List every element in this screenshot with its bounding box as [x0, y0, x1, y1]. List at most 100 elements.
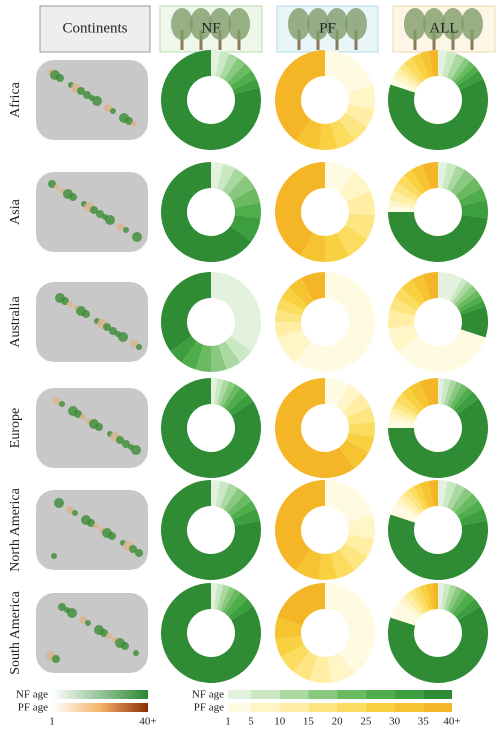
map-forest [110, 108, 116, 114]
legend-tick-label: 1 [225, 716, 231, 728]
map-forest [51, 553, 57, 559]
donut-segment [397, 329, 486, 373]
donut-segment [300, 272, 325, 301]
row-label: Australia [8, 296, 23, 348]
donut-segment [403, 592, 424, 616]
map-forest [56, 74, 64, 82]
donut-segment [325, 233, 350, 262]
donut-segment [219, 483, 238, 510]
donut-segment [395, 393, 421, 416]
donut-segment [346, 406, 375, 425]
row-label: Asia [8, 198, 23, 224]
map-forest [133, 650, 139, 656]
donut-segment [438, 583, 445, 610]
map-forest [132, 232, 142, 242]
donut-segment [450, 169, 475, 196]
donut-segment [328, 652, 355, 683]
legend-step [228, 703, 251, 712]
map-forest [54, 498, 64, 508]
donut-segment [211, 583, 218, 610]
donut-segment [419, 584, 433, 611]
donut-segment [388, 212, 488, 262]
donut-segment [223, 57, 246, 83]
donut-segment [214, 583, 224, 610]
donut-segment [216, 379, 230, 406]
row-label: Africa [8, 81, 23, 118]
donut-segment [411, 164, 431, 192]
donut-segment [443, 584, 457, 611]
legend-step [394, 690, 424, 699]
donut-segment [219, 586, 236, 612]
donut-segment [293, 651, 318, 681]
donut-segment [330, 119, 355, 149]
legend-tick-label: 25 [360, 716, 372, 728]
map-forest [74, 410, 82, 418]
donut-segment [214, 378, 224, 405]
donut-segment [225, 336, 252, 363]
donut-segment [394, 287, 421, 311]
donut-segment [325, 161, 355, 193]
donut-segment [318, 123, 338, 151]
map-forest [125, 117, 133, 125]
legend-step [308, 690, 338, 699]
map-forest [136, 344, 142, 350]
donut-segment [345, 213, 375, 239]
legend-tick-label: 10 [274, 716, 286, 728]
tree-crown [209, 8, 231, 40]
donut-segment [215, 50, 230, 78]
donut-segment [459, 508, 488, 526]
map-forest [116, 436, 124, 444]
donut-segment [454, 285, 477, 307]
legend-step [250, 690, 280, 699]
donut-segment [449, 384, 468, 409]
map-forest [117, 223, 125, 231]
donut-segment [288, 278, 314, 306]
donut-segment [459, 300, 486, 315]
tree-crown [404, 8, 426, 40]
map-forest [109, 327, 117, 335]
donut-segment [388, 205, 415, 212]
map-forest [131, 445, 141, 455]
legend-gradient [52, 703, 148, 712]
donut-segment [275, 617, 303, 640]
donut-segment [395, 498, 420, 518]
donut-segment [222, 168, 246, 195]
donut-segment [339, 439, 369, 469]
donut-segment [211, 480, 221, 507]
map-forest [79, 616, 87, 624]
donut-segment [422, 272, 438, 300]
donut-segment [392, 401, 418, 418]
donut-segment [453, 61, 475, 84]
donut-segment [413, 586, 430, 612]
donut-segment [339, 171, 371, 202]
donut-segment [295, 549, 322, 580]
tree-crown [326, 8, 348, 40]
legend-step [337, 690, 366, 699]
donut-segment [276, 297, 304, 317]
map-forest [131, 121, 137, 127]
donut-segment [225, 387, 248, 412]
legend-step [250, 703, 280, 712]
donut-segment [441, 583, 451, 610]
donut-segment [339, 542, 368, 571]
donut-segment [211, 272, 262, 352]
donut-segment [325, 378, 350, 407]
map-forest [69, 193, 77, 201]
donut-segment [216, 584, 230, 611]
donut-segment [275, 636, 304, 658]
donut-segment [392, 182, 419, 202]
donut-segment [459, 187, 487, 207]
donut-segment [325, 480, 373, 523]
row-label: South America [8, 590, 23, 674]
donut-segment [442, 480, 457, 508]
map-forest [93, 523, 99, 529]
legend-step [279, 703, 309, 712]
legend-tick-label: 1 [49, 716, 55, 728]
donut-segment [419, 50, 434, 78]
map-forest [59, 401, 65, 407]
donut-segment [275, 50, 325, 141]
donut-segment [419, 480, 434, 508]
donut-segment [232, 78, 260, 95]
donut-segment [455, 598, 481, 621]
donut-segment [181, 341, 204, 370]
